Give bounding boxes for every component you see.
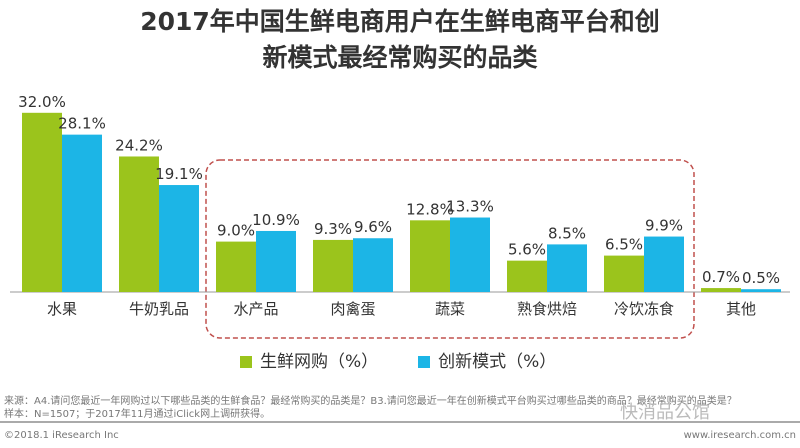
bar-online bbox=[604, 255, 644, 292]
footer-divider bbox=[0, 421, 800, 423]
category-label: 水果 bbox=[47, 300, 77, 318]
source-note: 来源：A4.请问您最近一年网购过以下哪些品类的生鲜食品？最经常购买的品类是？B3… bbox=[4, 396, 737, 407]
chart-title: 2017年中国生鲜电商用户在生鲜电商平台和创 新模式最经常购买的品类 bbox=[0, 4, 800, 76]
data-label: 28.1% bbox=[58, 115, 106, 133]
category-label: 牛奶乳品 bbox=[129, 300, 189, 318]
data-label: 24.2% bbox=[115, 136, 163, 154]
data-label: 5.6% bbox=[508, 241, 546, 259]
data-label: 0.7% bbox=[702, 268, 740, 286]
data-label: 12.8% bbox=[406, 200, 454, 218]
category-label: 熟食烘焙 bbox=[517, 300, 577, 318]
title-line-1: 2017年中国生鲜电商用户在生鲜电商平台和创 bbox=[140, 7, 660, 36]
bar-new-mode bbox=[159, 185, 199, 292]
legend-label: 创新模式（%） bbox=[438, 352, 557, 372]
bar-chart: 32.0% 28.1% 水果 24.2% 19.1% 牛奶乳品 9.0%10.9% 水产品 9.… bbox=[10, 93, 790, 339]
website-link[interactable]: www.iresearch.com.cn bbox=[683, 430, 796, 441]
data-label: 19.1% bbox=[155, 165, 203, 183]
legend: 生鲜网购（%） 创新模式（%） bbox=[240, 347, 556, 372]
data-label: 9.0% bbox=[217, 222, 255, 240]
bar-online bbox=[507, 260, 547, 292]
copyright: ©2018.1 iResearch Inc bbox=[4, 430, 119, 441]
highlight-box bbox=[205, 159, 695, 339]
category-label: 其他 bbox=[726, 300, 756, 318]
bar-new-mode bbox=[62, 134, 102, 292]
bar-new-mode bbox=[256, 230, 296, 292]
legend-swatch bbox=[418, 356, 431, 368]
category-label: 肉禽蛋 bbox=[330, 300, 375, 318]
bar-new-mode bbox=[547, 244, 587, 292]
category-label: 水产品 bbox=[233, 300, 278, 318]
legend-swatch bbox=[240, 356, 252, 368]
data-label: 13.3% bbox=[446, 198, 494, 216]
bar-new-mode bbox=[741, 289, 781, 292]
legend-item-new-mode: 创新模式（%） bbox=[418, 347, 556, 372]
bar-online bbox=[701, 288, 741, 292]
data-label: 6.5% bbox=[605, 236, 643, 254]
bar-new-mode bbox=[353, 238, 393, 292]
category-label: 冷饮冻食 bbox=[614, 300, 674, 318]
bar-online bbox=[410, 220, 450, 292]
bar-online bbox=[216, 241, 256, 292]
data-label: 9.3% bbox=[314, 220, 352, 238]
data-label: 9.6% bbox=[354, 218, 392, 236]
bar-online bbox=[313, 239, 353, 292]
category-label: 蔬菜 bbox=[435, 300, 465, 318]
legend-item-online: 生鲜网购（%） bbox=[240, 347, 378, 372]
legend-label: 生鲜网购（%） bbox=[260, 352, 379, 372]
bar-online bbox=[119, 156, 159, 292]
bar-new-mode bbox=[644, 236, 684, 292]
data-label: 9.9% bbox=[645, 217, 683, 235]
bar-online bbox=[22, 112, 62, 292]
sample-note: 样本：N=1507；于2017年11月通过iClick网上调研获得。 bbox=[4, 409, 271, 420]
data-label: 8.5% bbox=[548, 224, 586, 242]
watermark: 快消品公馆 bbox=[620, 402, 710, 423]
data-label: 0.5% bbox=[742, 269, 780, 287]
bar-new-mode bbox=[450, 217, 490, 292]
data-label: 32.0% bbox=[18, 93, 66, 111]
title-line-2: 新模式最经常购买的品类 bbox=[262, 43, 538, 72]
data-label: 10.9% bbox=[252, 211, 300, 229]
